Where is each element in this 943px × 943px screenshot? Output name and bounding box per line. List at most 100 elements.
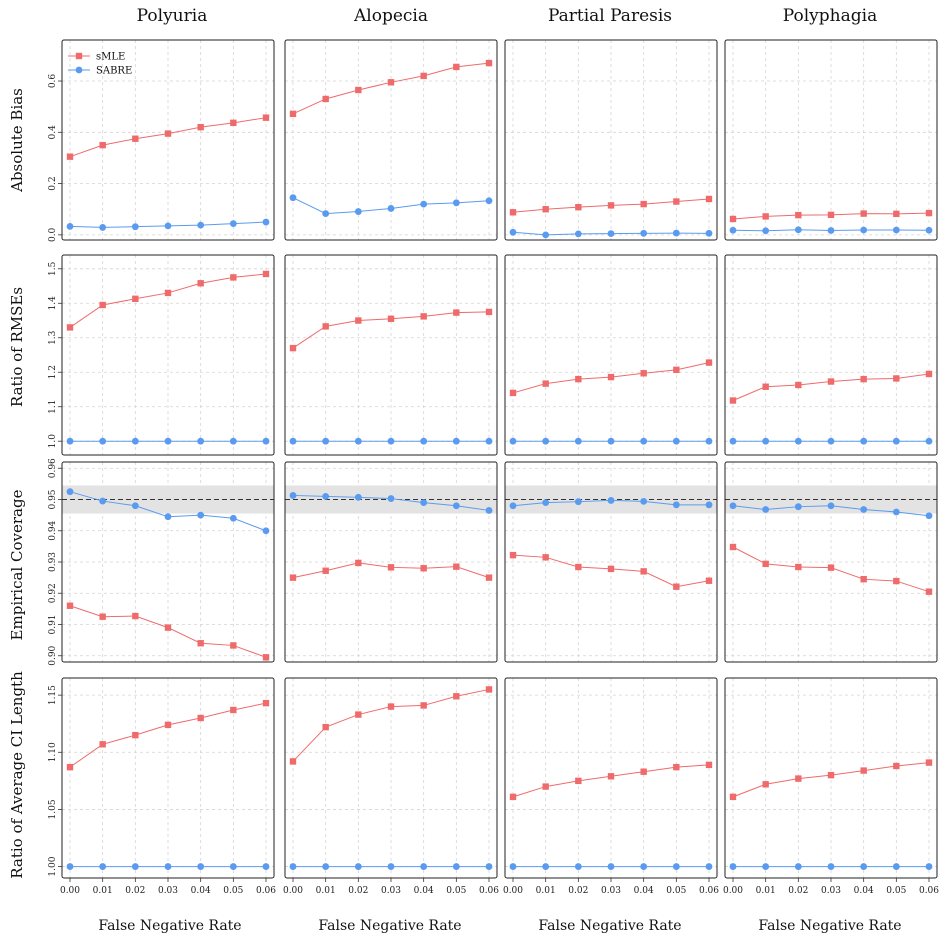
data-point-smle [66, 324, 74, 331]
row-label-absolute-bias: Absolute Bias [8, 88, 26, 193]
x-tick-label: 0.05 [886, 886, 906, 896]
data-point-sabre [640, 497, 648, 505]
column-title-partial-paresis: Partial Paresis [548, 6, 672, 26]
data-point-smle [289, 344, 297, 352]
legend-marker-sabre [75, 66, 83, 74]
panels: 0.0 0.2 0.4 0.6 sMLE SABRE 1.0 1.1 1.2 1.3 1.4 1.5 0… [48, 39, 939, 896]
data-point-smle [289, 758, 297, 765]
x-tick-label: 0.00 [283, 886, 303, 896]
x-axis-label-alopecia: False Negative Rate [318, 918, 461, 934]
y-tick-label: 0.91 [48, 614, 58, 634]
data-point-sabre [729, 226, 737, 234]
data-point-sabre [197, 863, 205, 870]
data-point-sabre [925, 437, 933, 445]
panel-frame [724, 254, 938, 456]
data-point-sabre [485, 863, 493, 870]
data-point-smle [485, 308, 493, 316]
data-point-smle [762, 383, 769, 390]
data-point-sabre [574, 437, 582, 445]
data-point-smle [230, 274, 237, 281]
data-point-sabre [925, 863, 933, 870]
y-tick-label: 0.96 [48, 458, 58, 478]
data-point-smle [893, 577, 900, 585]
data-point-smle [729, 215, 737, 223]
data-point-sabre [387, 495, 395, 502]
data-point-smle [607, 565, 615, 573]
data-point-smle [705, 761, 713, 769]
data-point-sabre [66, 223, 74, 230]
panel-absolute-bias-polyphagia [724, 39, 938, 241]
data-point-smle [860, 375, 867, 383]
data-point-sabre [705, 501, 713, 509]
data-point-sabre [827, 227, 835, 234]
data-point-sabre [925, 226, 933, 234]
data-point-smle [542, 783, 549, 790]
panel-frame [504, 461, 718, 663]
data-point-sabre [672, 863, 680, 870]
x-tick-label: 0.03 [381, 886, 401, 896]
y-tick-label: 0.93 [48, 552, 58, 572]
data-point-sabre [420, 200, 428, 208]
data-point-smle [197, 280, 204, 287]
data-point-sabre [131, 863, 139, 870]
data-point-sabre [229, 514, 237, 522]
data-point-smle [893, 210, 900, 218]
data-point-sabre [322, 437, 330, 445]
data-point-sabre [705, 863, 713, 870]
data-point-sabre [607, 497, 615, 504]
data-point-smle [795, 775, 802, 782]
data-point-smle [607, 773, 615, 780]
data-point-sabre [354, 437, 362, 445]
row-label-empirical-coverage: Empirical Coverage [8, 489, 26, 640]
data-point-sabre [892, 863, 900, 870]
data-point-sabre [794, 437, 802, 445]
data-point-sabre [66, 437, 74, 445]
x-tick-label: 0.00 [60, 886, 80, 896]
data-point-smle [705, 359, 713, 366]
data-point-sabre [262, 218, 270, 226]
column-title-polyuria: Polyuria [137, 6, 208, 26]
data-point-sabre [794, 863, 802, 870]
panel-empirical-coverage-polyphagia [724, 461, 938, 663]
x-tick-label: 0.06 [699, 886, 719, 896]
data-point-smle [729, 543, 737, 551]
data-point-smle [99, 301, 106, 309]
x-tick-label: 0.02 [568, 886, 588, 896]
data-point-smle [542, 554, 549, 561]
data-point-smle [322, 723, 329, 731]
data-point-smle [509, 551, 517, 559]
column-titles: Polyuria Alopecia Partial Paresis Polyph… [137, 6, 878, 26]
data-point-smle [66, 153, 74, 160]
data-point-sabre [509, 502, 517, 510]
legend-label-sabre: SABRE [96, 66, 132, 77]
x-tick-label: 0.04 [414, 886, 434, 896]
data-point-sabre [794, 503, 802, 511]
x-tick-label: 0.03 [158, 886, 178, 896]
data-point-smle [827, 211, 835, 219]
data-point-smle [420, 565, 427, 572]
data-point-sabre [387, 205, 395, 212]
panel-absolute-bias-partial-paresis [504, 39, 718, 241]
panel-empirical-coverage-polyuria: 0.90 0.91 0.92 0.93 0.94 0.95 0.96 [48, 458, 275, 666]
data-point-sabre [762, 437, 770, 445]
data-point-smle [795, 563, 802, 571]
data-point-sabre [827, 502, 835, 510]
data-point-smle [66, 763, 74, 771]
data-point-sabre [322, 210, 330, 217]
x-tick-label: 0.05 [223, 886, 243, 896]
data-point-smle [893, 762, 900, 770]
data-point-sabre [289, 194, 297, 202]
row-label-ratio-of-average-ci-length: Ratio of Average CI Length [8, 671, 26, 879]
panel-ratio-of-rmses-partial-paresis [504, 254, 718, 456]
x-tick-label: 0.01 [93, 886, 113, 896]
data-point-sabre [66, 863, 74, 870]
data-point-sabre [485, 197, 493, 205]
data-point-smle [925, 370, 933, 378]
data-point-smle [289, 110, 297, 118]
data-point-smle [99, 141, 106, 149]
y-tick-label: 0.0 [48, 227, 58, 242]
data-point-sabre [762, 863, 770, 870]
data-point-sabre [542, 437, 550, 445]
data-point-smle [860, 575, 867, 583]
x-tick-label: 0.04 [854, 886, 874, 896]
